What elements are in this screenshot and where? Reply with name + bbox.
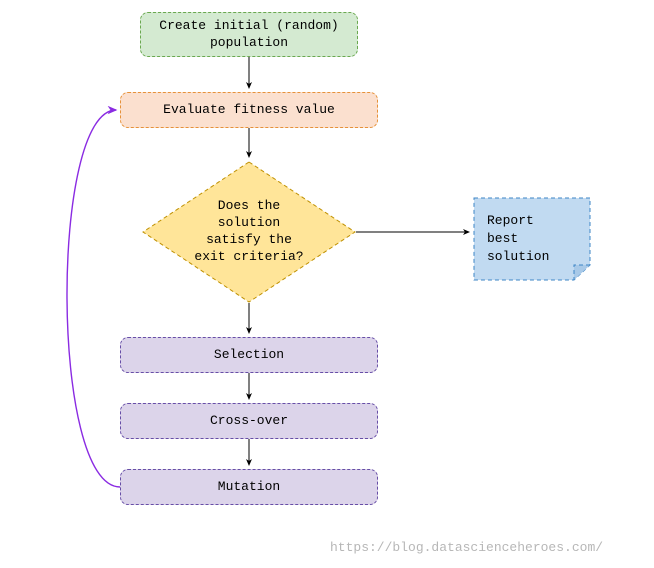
node-crossover: Cross-over xyxy=(120,403,378,439)
flowchart-canvas: Create initial (random)population Evalua… xyxy=(0,0,654,568)
node-mutation: Mutation xyxy=(120,469,378,505)
node-start-label: Create initial (random)population xyxy=(159,18,338,52)
node-report-label: Reportbestsolution xyxy=(487,212,549,267)
edge-mutation-evaluate xyxy=(67,110,120,487)
node-start: Create initial (random)population xyxy=(140,12,358,57)
node-decision-label: Does thesolutionsatisfy theexit criteria… xyxy=(194,198,303,266)
credit-label: https://blog.datascienceheroes.com/ xyxy=(330,540,603,555)
node-crossover-label: Cross-over xyxy=(210,413,288,430)
node-evaluate-label: Evaluate fitness value xyxy=(163,102,335,119)
node-selection: Selection xyxy=(120,337,378,373)
node-mutation-label: Mutation xyxy=(218,479,280,496)
credit-text: https://blog.datascienceheroes.com/ xyxy=(330,540,603,555)
node-report: Reportbestsolution xyxy=(473,197,591,281)
node-decision: Does thesolutionsatisfy theexit criteria… xyxy=(142,161,356,303)
node-selection-label: Selection xyxy=(214,347,284,364)
node-evaluate: Evaluate fitness value xyxy=(120,92,378,128)
